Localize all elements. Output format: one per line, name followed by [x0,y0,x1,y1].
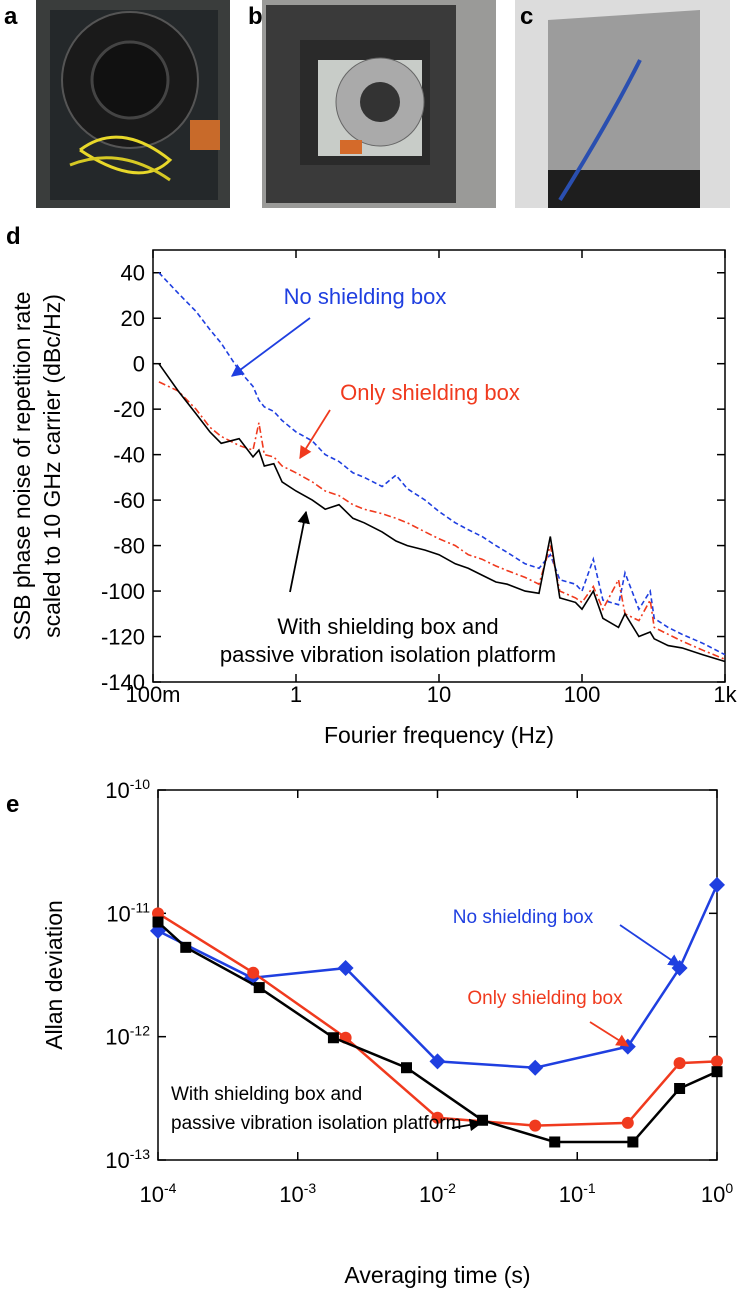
tick-label-base: 10 [105,1025,129,1050]
tick-label: 10-3 [279,1180,316,1207]
panel-label: d [6,223,21,250]
tick-label: 40 [121,261,145,286]
photo-c [515,0,730,208]
tick-label-base: 10 [701,1182,725,1207]
annotation: Only shielding box [340,380,520,405]
x-axis-label: Averaging time (s) [344,1262,530,1288]
annotation-arrow [289,510,310,593]
y-axis-label: scaled to 10 GHz carrier (dBc/Hz) [39,294,65,638]
marker [253,982,265,994]
marker [673,1057,686,1070]
tick-label-exponent: -12 [130,1023,150,1039]
annotation: No shielding box [284,284,447,309]
tick-label-exponent: -2 [444,1180,457,1196]
tick-label-exponent: -1 [583,1180,596,1196]
tick-label: 10-13 [105,1146,150,1173]
marker [247,966,260,979]
annotation-arrow [230,317,311,377]
series-line [157,884,719,1069]
marker [627,1136,639,1148]
series-line [158,272,726,656]
marker [711,1055,723,1068]
tick-label-base: 10 [106,901,130,926]
annotation-arrow [619,924,682,967]
tick-label: 10-2 [419,1180,456,1207]
tick-label-exponent: -10 [130,776,150,792]
tick-label: -40 [113,443,145,468]
series-line [158,381,726,661]
tick-label: 20 [121,306,145,331]
tick-label-exponent: -4 [164,1180,177,1196]
panel-label: a [4,3,18,30]
tick-label-base: 10 [105,1148,129,1173]
annotation-arrow [451,1118,483,1132]
panel-label: b [248,3,263,30]
tick-label-base: 10 [140,1182,164,1207]
tick-label: 100 [564,682,601,707]
marker [619,1038,636,1055]
tick-label: 10-12 [105,1023,150,1050]
tick-label: 10-11 [106,899,150,926]
tick-label-base: 10 [279,1182,303,1207]
tick-label-base: 10 [419,1182,443,1207]
panel-label: e [6,791,19,818]
marker [529,1119,542,1132]
tick-label: 100 [701,1180,733,1207]
tick-label-base: 10 [105,778,129,803]
panel-label: c [520,3,533,30]
marker [152,907,164,920]
y-axis-label: Allan deviation [41,900,67,1050]
marker [549,1136,561,1148]
tick-label: 10-10 [105,776,150,803]
annotation-arrow [299,409,331,460]
marker [709,876,725,893]
tick-label: -120 [101,625,145,650]
annotation: With shielding box and [171,1084,362,1105]
tick-label-exponent: -3 [304,1180,317,1196]
series-line [158,363,726,663]
tick-label: 100m [125,682,180,707]
marker [152,916,164,928]
photo-b [262,0,496,208]
series-line [157,921,718,1144]
tick-label: -100 [101,579,145,604]
marker [431,1111,444,1124]
marker [527,1059,544,1076]
annotation: Only shielding box [467,988,623,1009]
tick-label: 10-1 [559,1180,596,1207]
photo-a [36,0,230,208]
marker [337,960,354,977]
annotation: No shielding box [453,907,594,928]
tick-label: 10 [427,682,451,707]
marker [327,1032,339,1044]
marker [711,1066,723,1078]
marker [674,1082,686,1094]
annotation: passive vibration isolation platform [171,1113,461,1134]
tick-label-base: 10 [559,1182,583,1207]
tick-label: 1 [290,682,302,707]
tick-label: 0 [133,352,145,377]
tick-label: -60 [113,488,145,513]
tick-label: 10-4 [140,1180,177,1207]
tick-label: -80 [113,534,145,559]
annotation-arrow [589,1021,630,1047]
annotation: With shielding box and [277,614,498,639]
y-axis-label: SSB phase noise of repetition rate [9,291,35,640]
tick-label: -140 [101,670,145,695]
annotation: passive vibration isolation platform [220,642,556,667]
x-axis-label: Fourier frequency (Hz) [324,722,554,748]
tick-label: 1k [713,682,737,707]
tick-label-exponent: -13 [130,1146,150,1162]
marker [477,1114,489,1126]
marker [621,1116,634,1129]
tick-label: -20 [113,397,145,422]
marker [429,1053,446,1070]
tick-label-exponent: -11 [131,899,150,915]
marker [400,1062,412,1074]
marker [180,941,192,953]
tick-label-exponent: 0 [725,1180,733,1196]
